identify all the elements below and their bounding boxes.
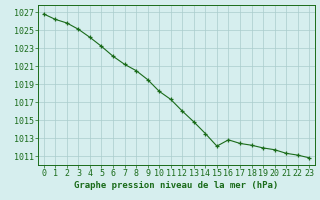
X-axis label: Graphe pression niveau de la mer (hPa): Graphe pression niveau de la mer (hPa) — [74, 181, 279, 190]
